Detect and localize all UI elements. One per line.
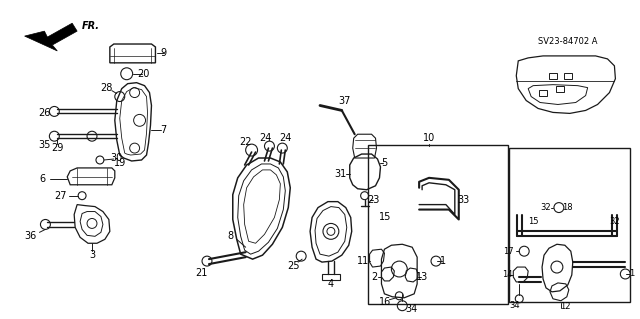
Text: 20: 20 — [138, 69, 150, 79]
Bar — [549, 73, 557, 79]
Text: 15: 15 — [380, 212, 392, 222]
Text: 37: 37 — [339, 95, 351, 106]
Polygon shape — [24, 23, 77, 51]
Text: 34: 34 — [405, 304, 417, 314]
Text: 7: 7 — [160, 125, 166, 135]
Text: 18: 18 — [563, 203, 573, 212]
Text: 21: 21 — [195, 268, 207, 278]
Text: 33: 33 — [458, 195, 470, 205]
Text: 27: 27 — [54, 191, 67, 201]
Text: 13: 13 — [416, 272, 428, 282]
Text: 10: 10 — [423, 133, 435, 143]
Text: 9: 9 — [160, 48, 166, 58]
Text: 19: 19 — [114, 158, 126, 168]
Text: 6: 6 — [40, 174, 45, 184]
Text: 22: 22 — [239, 137, 252, 147]
Text: 15: 15 — [528, 217, 538, 226]
Text: 4: 4 — [328, 279, 334, 289]
Bar — [556, 85, 564, 92]
Text: 24: 24 — [259, 133, 271, 143]
Text: 24: 24 — [279, 133, 291, 143]
Text: SV23-84702 A: SV23-84702 A — [538, 37, 598, 46]
Text: 14: 14 — [502, 271, 513, 279]
Text: 23: 23 — [367, 195, 380, 205]
Text: 17: 17 — [502, 247, 513, 256]
Text: 5: 5 — [381, 158, 388, 168]
Text: 36: 36 — [24, 231, 36, 241]
Text: 12: 12 — [559, 302, 570, 311]
Text: 25: 25 — [287, 261, 300, 271]
Text: 32: 32 — [609, 217, 620, 226]
Text: 3: 3 — [89, 250, 95, 260]
Text: 8: 8 — [228, 231, 234, 241]
Bar — [539, 90, 547, 96]
Bar — [367, 145, 508, 304]
Bar — [322, 274, 340, 280]
Text: 11: 11 — [356, 256, 369, 266]
Text: 1: 1 — [440, 256, 446, 266]
Text: 28: 28 — [100, 83, 113, 93]
Text: 29: 29 — [51, 143, 63, 153]
Text: 34: 34 — [509, 301, 520, 310]
Bar — [564, 73, 572, 79]
Text: 1: 1 — [628, 270, 634, 278]
Text: 35: 35 — [38, 140, 51, 150]
Text: 26: 26 — [38, 108, 51, 118]
Text: 2: 2 — [371, 272, 378, 282]
Text: 30: 30 — [111, 153, 123, 163]
Text: FR.: FR. — [82, 21, 100, 31]
Bar — [509, 148, 630, 302]
Text: 31: 31 — [335, 169, 347, 179]
Text: 16: 16 — [380, 297, 392, 307]
Text: 32: 32 — [541, 203, 551, 212]
